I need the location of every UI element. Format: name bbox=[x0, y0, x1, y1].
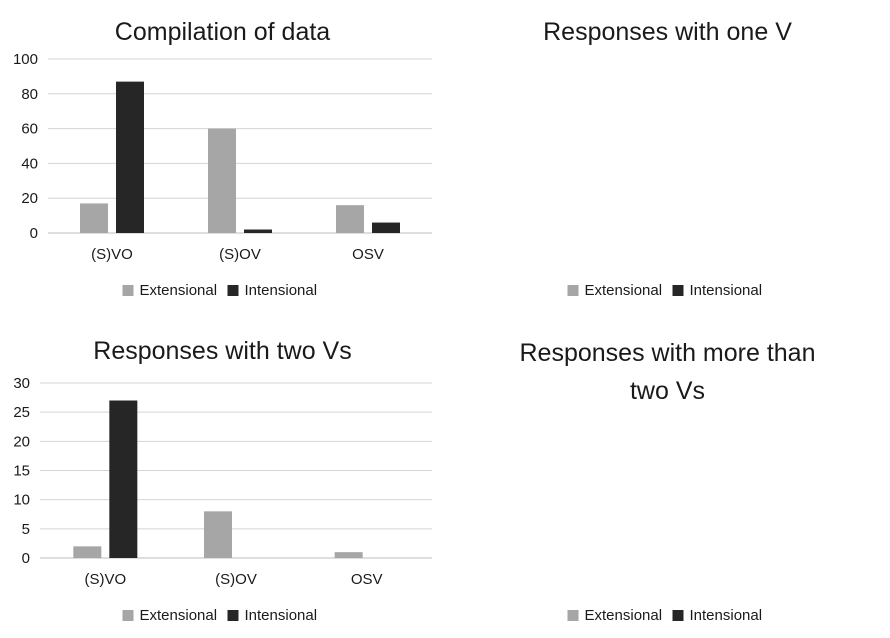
legend-swatch-extensional bbox=[567, 285, 579, 296]
legend-swatch-extensional bbox=[122, 285, 134, 296]
legend-swatch-extensional bbox=[122, 610, 134, 621]
legend-label-intensional: Intensional bbox=[245, 607, 318, 624]
y-tick-label: 25 bbox=[13, 404, 30, 421]
chart-title: two Vs bbox=[630, 377, 705, 405]
x-category-label: (S)VO bbox=[84, 571, 126, 588]
x-category-label: OSV bbox=[351, 571, 383, 588]
legend-swatch-intensional bbox=[227, 285, 239, 296]
bar-intensional-s-ov bbox=[244, 229, 272, 233]
bar-extensional-s-ov bbox=[204, 511, 232, 558]
y-tick-label: 0 bbox=[30, 225, 38, 242]
chart-one-v-svg: Responses with one V0102030405060(S)VO(S… bbox=[543, 18, 792, 299]
bar-intensional-s-vo bbox=[116, 81, 144, 234]
y-tick-label: 20 bbox=[13, 433, 30, 450]
chart-compilation: Compilation of data 0 20 40 60 80 100 (S)VO (S)O… bbox=[0, 0, 445, 316]
y-tick-label: 20 bbox=[21, 190, 38, 207]
bar-intensional-s-vo bbox=[109, 400, 138, 558]
chart-two-vs: Responses with two Vs 0 5 10 15 20 25 30 (S)VO (S… bbox=[0, 317, 445, 633]
y-tick-label: 15 bbox=[13, 463, 30, 480]
chart-two-vs-svg: Responses with two Vs 0 5 10 15 20 25 30 (S)VO (S… bbox=[13, 337, 432, 624]
legend-label-extensional: Extensional bbox=[140, 607, 218, 624]
bar-extensional-s-ov bbox=[208, 128, 236, 233]
legend-label-extensional: Extensional bbox=[140, 282, 218, 299]
bar-extensional-osv bbox=[334, 552, 363, 558]
legend-label-intensional: Intensional bbox=[245, 282, 318, 299]
legend-label-extensional: Extensional bbox=[585, 607, 663, 624]
bar-intensional-osv bbox=[372, 222, 400, 233]
y-tick-label: 30 bbox=[13, 375, 30, 392]
y-tick-label: 10 bbox=[13, 492, 30, 509]
chart-title: Responses with two Vs bbox=[93, 337, 351, 365]
legend-swatch-intensional bbox=[672, 285, 684, 296]
legend-label-intensional: Intensional bbox=[690, 607, 763, 624]
legend-swatch-intensional bbox=[227, 610, 239, 621]
y-tick-label: 0 bbox=[22, 550, 30, 567]
y-tick-label: 80 bbox=[21, 86, 38, 103]
x-category-label: (S)OV bbox=[219, 246, 261, 263]
chart-title: Responses with one V bbox=[543, 18, 792, 46]
bar-extensional-s-vo bbox=[73, 546, 102, 558]
y-tick-label: 60 bbox=[21, 121, 38, 138]
legend-label-extensional: Extensional bbox=[585, 282, 663, 299]
legend-swatch-intensional bbox=[672, 610, 684, 621]
legend-label-intensional: Intensional bbox=[690, 282, 763, 299]
y-tick-label: 100 bbox=[13, 51, 38, 68]
x-category-label: (S)OV bbox=[215, 571, 257, 588]
y-tick-label: 40 bbox=[21, 155, 38, 172]
chart-title: Compilation of data bbox=[115, 18, 331, 46]
y-tick-label: 5 bbox=[22, 521, 30, 538]
chart-compilation-svg: Compilation of data 0 20 40 60 80 100 (S)VO (S)O… bbox=[13, 18, 432, 299]
chart-one-v: Responses with one V0102030405060(S)VO(S… bbox=[445, 0, 890, 316]
bar-extensional-s-vo bbox=[80, 203, 108, 233]
bar-extensional-osv bbox=[336, 205, 364, 233]
chart-title: Responses with more than bbox=[520, 339, 816, 367]
x-category-label: (S)VO bbox=[91, 246, 133, 263]
legend-swatch-extensional bbox=[567, 610, 579, 621]
x-category-label: OSV bbox=[352, 246, 384, 263]
